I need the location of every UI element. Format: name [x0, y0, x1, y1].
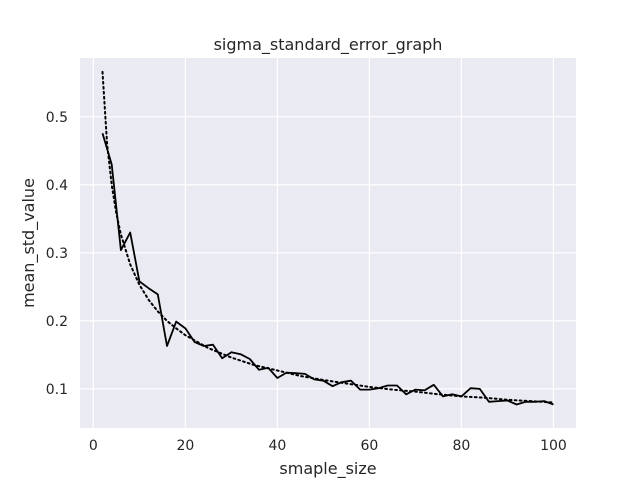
x-tick-label: 0 — [89, 438, 98, 454]
data-solid-line — [101, 132, 554, 406]
grid-lines — [80, 58, 576, 428]
tick-labels: 0 20 40 60 80 100 0.1 0.2 0.3 0.4 0.5 — [46, 110, 567, 454]
y-tick-label: 0.2 — [46, 314, 68, 330]
series-lines — [101, 70, 555, 406]
y-tick-label: 0.1 — [46, 382, 68, 398]
y-axis-label: mean_std_value — [19, 178, 39, 308]
x-axis-label: smaple_size — [279, 459, 376, 479]
y-tick-label: 0.5 — [46, 110, 68, 126]
x-tick-label: 100 — [540, 438, 567, 454]
chart-title: sigma_standard_error_graph — [214, 35, 443, 55]
x-tick-label: 60 — [360, 438, 378, 454]
x-tick-label: 20 — [176, 438, 194, 454]
y-tick-label: 0.3 — [46, 246, 68, 262]
y-tick-label: 0.4 — [46, 178, 68, 194]
trend-dotted-line — [101, 70, 555, 404]
plot-background — [80, 58, 576, 428]
x-tick-label: 80 — [453, 438, 471, 454]
x-tick-label: 40 — [268, 438, 286, 454]
